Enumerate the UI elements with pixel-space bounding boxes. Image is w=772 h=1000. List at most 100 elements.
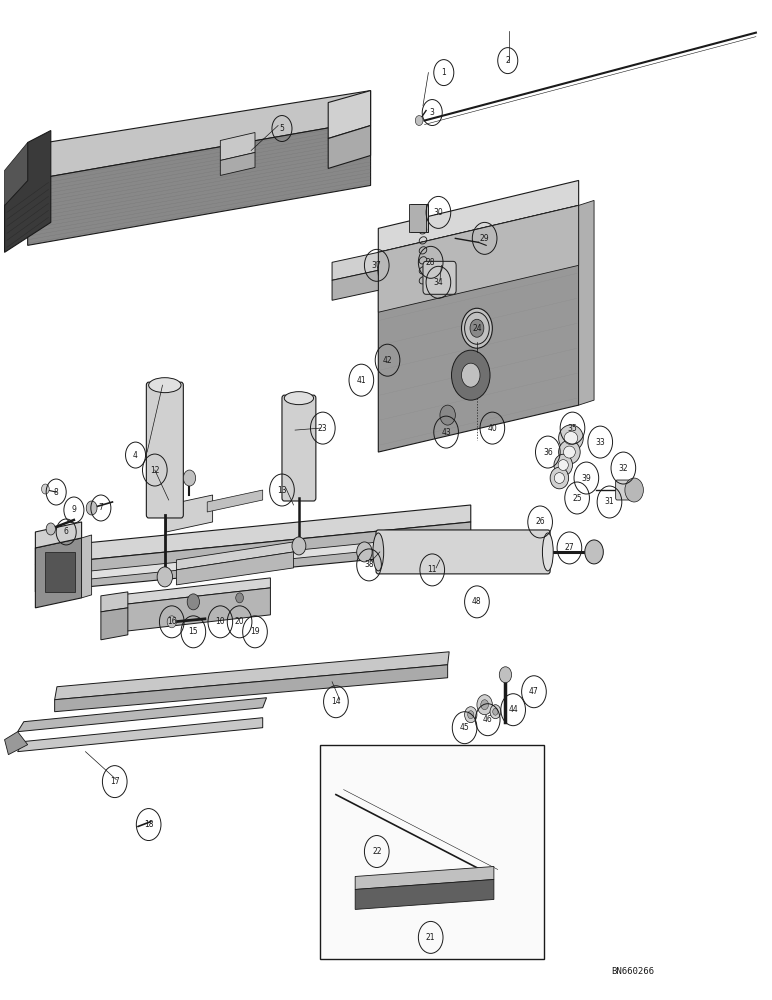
Text: 3: 3 bbox=[430, 108, 435, 117]
Text: 9: 9 bbox=[72, 505, 76, 514]
Text: 43: 43 bbox=[442, 428, 451, 437]
Polygon shape bbox=[207, 490, 262, 512]
Circle shape bbox=[493, 708, 498, 715]
Text: 17: 17 bbox=[110, 777, 120, 786]
Text: 20: 20 bbox=[235, 617, 245, 626]
Text: 26: 26 bbox=[535, 517, 545, 526]
Circle shape bbox=[499, 667, 512, 683]
Polygon shape bbox=[36, 505, 471, 565]
Circle shape bbox=[490, 705, 501, 719]
Polygon shape bbox=[82, 535, 92, 598]
Polygon shape bbox=[332, 270, 378, 300]
Text: 33: 33 bbox=[595, 438, 605, 447]
Circle shape bbox=[415, 116, 423, 126]
Polygon shape bbox=[378, 205, 579, 312]
Polygon shape bbox=[5, 142, 28, 205]
Polygon shape bbox=[55, 652, 449, 700]
Text: 34: 34 bbox=[434, 278, 443, 287]
Polygon shape bbox=[328, 91, 371, 139]
Text: 19: 19 bbox=[250, 627, 260, 636]
Circle shape bbox=[462, 308, 493, 348]
Text: 21: 21 bbox=[426, 933, 435, 942]
Polygon shape bbox=[101, 592, 128, 612]
Polygon shape bbox=[120, 578, 270, 605]
Text: BN660266: BN660266 bbox=[611, 967, 654, 976]
Text: 6: 6 bbox=[64, 527, 69, 536]
Text: 23: 23 bbox=[318, 424, 327, 433]
Bar bbox=[411, 204, 428, 232]
Polygon shape bbox=[18, 718, 262, 752]
Text: 42: 42 bbox=[383, 356, 392, 365]
Circle shape bbox=[481, 700, 489, 710]
Text: 22: 22 bbox=[372, 847, 381, 856]
Circle shape bbox=[440, 405, 455, 425]
Text: 8: 8 bbox=[54, 488, 59, 497]
Polygon shape bbox=[176, 542, 293, 570]
Circle shape bbox=[86, 501, 97, 515]
Text: 32: 32 bbox=[618, 464, 628, 473]
Text: 7: 7 bbox=[99, 503, 103, 512]
Circle shape bbox=[477, 695, 493, 715]
Text: 40: 40 bbox=[487, 424, 497, 433]
Text: 24: 24 bbox=[472, 324, 482, 333]
Circle shape bbox=[625, 478, 643, 502]
FancyBboxPatch shape bbox=[376, 530, 550, 574]
Text: 41: 41 bbox=[357, 376, 366, 385]
Polygon shape bbox=[355, 879, 494, 909]
Text: 1: 1 bbox=[442, 68, 446, 77]
Ellipse shape bbox=[550, 467, 569, 489]
Polygon shape bbox=[36, 522, 471, 592]
Text: 12: 12 bbox=[150, 466, 160, 475]
Circle shape bbox=[235, 593, 243, 603]
Polygon shape bbox=[5, 131, 51, 252]
Text: 48: 48 bbox=[472, 597, 482, 606]
Ellipse shape bbox=[554, 454, 573, 476]
Text: 18: 18 bbox=[144, 820, 154, 829]
Circle shape bbox=[585, 540, 603, 564]
Ellipse shape bbox=[564, 446, 575, 458]
Polygon shape bbox=[332, 252, 378, 280]
Circle shape bbox=[46, 523, 56, 535]
Circle shape bbox=[157, 567, 172, 587]
FancyBboxPatch shape bbox=[282, 395, 316, 501]
Text: 15: 15 bbox=[188, 627, 198, 636]
Polygon shape bbox=[55, 665, 448, 712]
FancyBboxPatch shape bbox=[147, 382, 183, 518]
Text: 4: 4 bbox=[133, 451, 138, 460]
Text: 37: 37 bbox=[372, 261, 381, 270]
Text: 38: 38 bbox=[364, 560, 374, 569]
Text: 39: 39 bbox=[581, 474, 591, 483]
Polygon shape bbox=[82, 532, 479, 580]
Text: 29: 29 bbox=[480, 234, 489, 243]
Circle shape bbox=[452, 350, 490, 400]
Text: 13: 13 bbox=[277, 486, 286, 495]
Ellipse shape bbox=[554, 473, 564, 483]
FancyBboxPatch shape bbox=[423, 261, 456, 294]
Circle shape bbox=[183, 470, 195, 486]
Ellipse shape bbox=[149, 378, 181, 393]
Circle shape bbox=[187, 594, 199, 610]
Text: 27: 27 bbox=[564, 543, 574, 552]
Polygon shape bbox=[167, 495, 212, 532]
Text: 10: 10 bbox=[215, 617, 225, 626]
Ellipse shape bbox=[284, 392, 313, 405]
FancyBboxPatch shape bbox=[615, 480, 635, 500]
Bar bbox=[409, 204, 426, 232]
Polygon shape bbox=[101, 608, 128, 640]
Text: 2: 2 bbox=[506, 56, 510, 65]
Circle shape bbox=[42, 484, 49, 494]
Ellipse shape bbox=[559, 425, 584, 451]
Text: 16: 16 bbox=[167, 617, 177, 626]
Ellipse shape bbox=[559, 440, 581, 464]
Polygon shape bbox=[328, 126, 371, 168]
Text: 5: 5 bbox=[279, 124, 284, 133]
Polygon shape bbox=[378, 180, 579, 252]
Circle shape bbox=[292, 537, 306, 555]
Polygon shape bbox=[220, 133, 255, 160]
Text: 14: 14 bbox=[331, 697, 340, 706]
Polygon shape bbox=[120, 588, 270, 632]
Circle shape bbox=[470, 319, 484, 337]
Ellipse shape bbox=[558, 460, 568, 470]
Circle shape bbox=[357, 542, 372, 562]
Polygon shape bbox=[36, 522, 82, 548]
